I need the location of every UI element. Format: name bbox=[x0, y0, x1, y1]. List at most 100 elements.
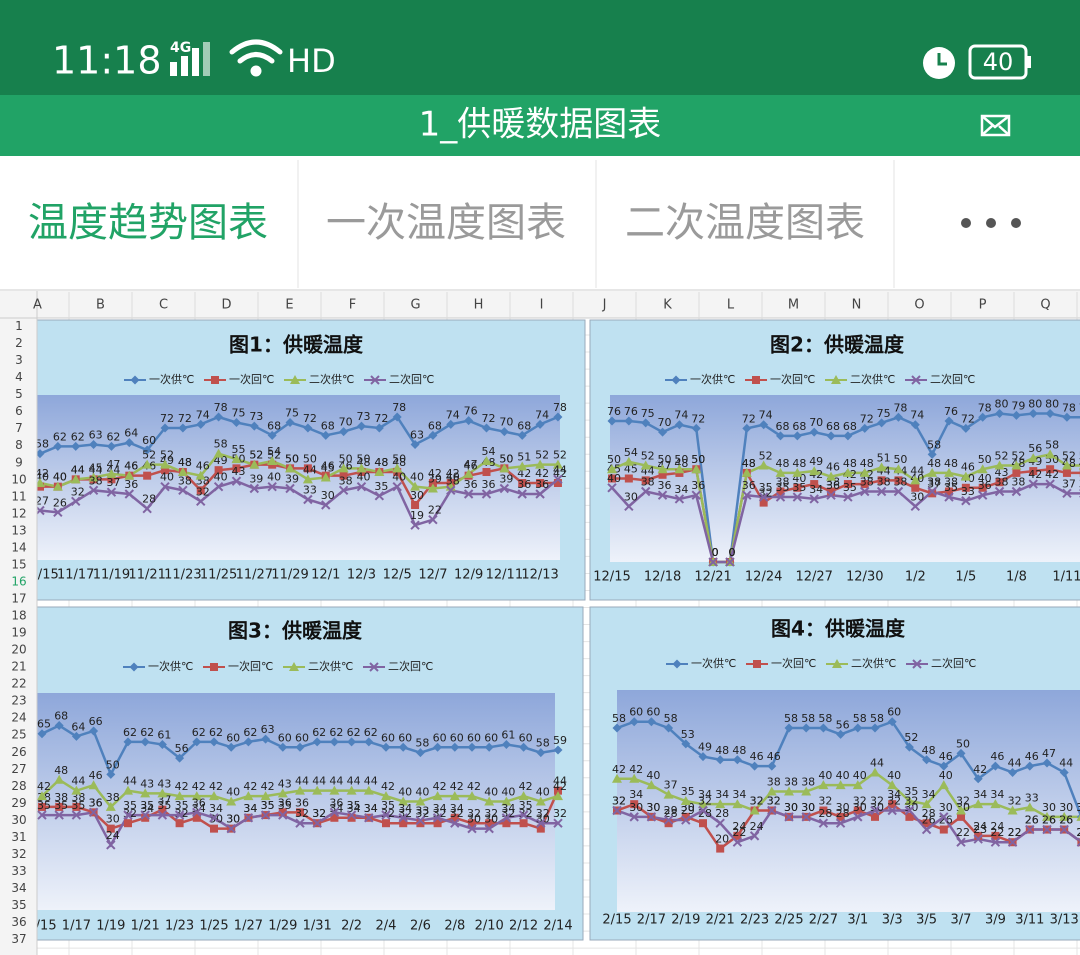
marker bbox=[415, 815, 426, 826]
marker bbox=[612, 723, 622, 733]
data-label: 56 bbox=[836, 718, 850, 731]
marker bbox=[784, 723, 794, 733]
data-label: 40 bbox=[410, 471, 424, 484]
marker bbox=[329, 737, 339, 747]
tab[interactable]: 温度趋势图表 bbox=[28, 200, 268, 246]
marker bbox=[123, 810, 133, 820]
data-label: 35 bbox=[175, 799, 189, 812]
data-label: 78 bbox=[1062, 401, 1076, 414]
marker bbox=[140, 810, 150, 820]
marker bbox=[398, 796, 409, 806]
data-label: 78 bbox=[1079, 401, 1080, 414]
data-label: 42 bbox=[629, 763, 643, 776]
data-label: 43 bbox=[231, 465, 245, 478]
marker bbox=[249, 421, 259, 431]
marker bbox=[467, 823, 477, 834]
marker bbox=[784, 812, 794, 822]
marker bbox=[753, 660, 761, 668]
marker bbox=[482, 423, 491, 433]
marker bbox=[893, 412, 903, 422]
marker bbox=[37, 478, 45, 487]
marker bbox=[398, 813, 408, 823]
data-label: 30 bbox=[321, 489, 335, 502]
x-tick-label: 1/17 bbox=[62, 919, 91, 934]
marker bbox=[432, 813, 443, 823]
marker bbox=[398, 742, 408, 752]
marker bbox=[1025, 761, 1035, 771]
data-label: 32 bbox=[312, 807, 326, 820]
marker bbox=[517, 461, 528, 471]
marker bbox=[535, 459, 546, 469]
marker bbox=[463, 489, 474, 499]
marker bbox=[428, 430, 438, 440]
marker bbox=[303, 464, 312, 473]
data-label: 44 bbox=[123, 775, 137, 788]
data-label: 62 bbox=[209, 726, 223, 739]
marker bbox=[278, 810, 288, 820]
data-label: 35 bbox=[54, 799, 68, 812]
mail-icon[interactable] bbox=[980, 114, 1011, 137]
data-label: 61 bbox=[501, 729, 515, 742]
tab[interactable]: 一次温度图表 bbox=[326, 200, 566, 246]
marker bbox=[428, 514, 438, 525]
marker bbox=[410, 440, 420, 449]
row-label: 18 bbox=[11, 609, 26, 623]
data-label: 40 bbox=[214, 471, 228, 484]
data-label: 38 bbox=[178, 474, 192, 487]
row-header bbox=[0, 318, 37, 955]
marker bbox=[70, 474, 81, 484]
marker bbox=[657, 490, 668, 500]
marker bbox=[157, 740, 167, 750]
row-label: 1 bbox=[15, 319, 23, 333]
data-label: 50 bbox=[978, 453, 992, 466]
data-label: 46 bbox=[826, 461, 840, 474]
data-label: 75 bbox=[285, 407, 299, 420]
marker bbox=[629, 773, 640, 783]
data-label: 40 bbox=[160, 471, 174, 484]
data-label: 26 bbox=[53, 496, 67, 509]
marker bbox=[801, 723, 811, 733]
marker bbox=[553, 818, 563, 828]
data-label: 30 bbox=[467, 813, 481, 826]
marker bbox=[767, 805, 777, 816]
data-label: 68 bbox=[776, 420, 790, 433]
marker bbox=[1012, 468, 1021, 477]
status-bar bbox=[0, 0, 1080, 95]
data-label: 30 bbox=[106, 813, 120, 826]
data-label: 40 bbox=[536, 786, 550, 799]
marker bbox=[725, 557, 735, 567]
more-tabs[interactable] bbox=[961, 218, 1021, 228]
marker bbox=[912, 659, 922, 669]
marker bbox=[364, 813, 374, 823]
data-label: 32 bbox=[1008, 795, 1022, 808]
marker bbox=[289, 662, 299, 671]
data-label: 30 bbox=[629, 801, 643, 814]
marker bbox=[801, 812, 811, 822]
marker bbox=[630, 800, 639, 809]
data-label: 22 bbox=[956, 826, 970, 839]
marker bbox=[853, 812, 863, 822]
data-label: 38 bbox=[784, 775, 798, 788]
data-label: 52 bbox=[160, 449, 174, 462]
marker bbox=[482, 468, 491, 476]
marker bbox=[859, 467, 870, 477]
marker bbox=[758, 460, 769, 470]
marker bbox=[450, 818, 460, 828]
marker bbox=[629, 812, 639, 822]
row-label: 26 bbox=[11, 745, 26, 759]
data-label: 54 bbox=[482, 445, 496, 458]
marker bbox=[467, 791, 477, 801]
data-label: 50 bbox=[356, 452, 370, 465]
marker bbox=[107, 475, 116, 484]
data-label: 79 bbox=[1011, 399, 1025, 412]
column-label: H bbox=[474, 298, 484, 313]
marker bbox=[961, 483, 970, 492]
marker bbox=[752, 376, 760, 384]
tab[interactable]: 二次温度图表 bbox=[625, 200, 865, 246]
data-label: 60 bbox=[450, 731, 464, 744]
x-tick-label: 2/8 bbox=[444, 919, 465, 934]
x-tick-label: 1/2 bbox=[905, 570, 926, 585]
data-label: 22 bbox=[990, 826, 1004, 839]
marker bbox=[1024, 802, 1035, 812]
